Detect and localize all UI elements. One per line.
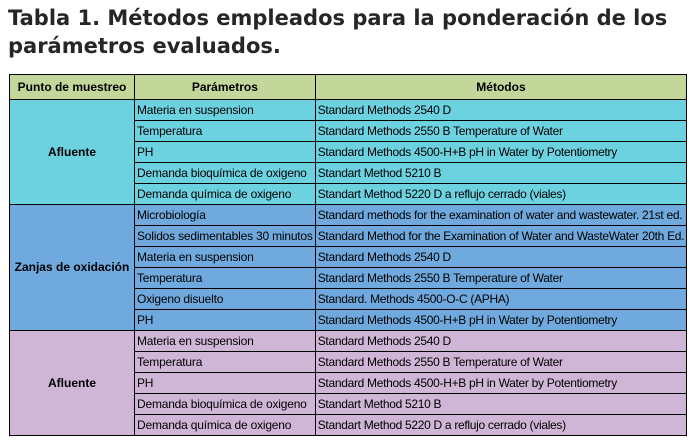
table-row: Temperatura Standard Methods 2550 B Tempe… — [10, 267, 688, 289]
method-cell: Standart Method 5210 B — [314, 162, 688, 184]
table-row: Zanjas de oxidación Microbiología Standard… — [9, 204, 688, 331]
parameter-cell: Oxigeno disuelto — [134, 288, 316, 310]
method-cell: Standart Method 5210 B — [314, 393, 688, 415]
method-cell: Standard methods for the examination of … — [314, 204, 688, 226]
method-cell: Standard Methods 4500-H+B pH in Water by… — [314, 309, 688, 331]
method-cell: Standard Methods 2540 D — [314, 246, 688, 268]
parameter-cell: Materia en suspension — [134, 99, 316, 121]
methods-table: Punto de muestreo Parámetros Métodos Afl… — [9, 74, 688, 436]
header-sampling-point: Punto de muestreo — [9, 74, 135, 100]
parameter-cell: PH — [134, 309, 316, 331]
table-row: Demanda bioquímica de oxigeno Standart Me… — [10, 393, 688, 415]
table-row: Afluente Materia en suspension Standard Me… — [9, 330, 688, 436]
parameter-cell: Demanda bioquímica de oxigeno — [134, 162, 316, 184]
method-cell: Standard Methods 2550 B Temperature of W… — [314, 267, 688, 289]
table-row: Demanda bioquímica de oxigeno Standart Me… — [10, 162, 688, 184]
header-row: Punto de muestreo Parámetros Métodos — [9, 74, 688, 100]
method-cell: Standard. Methods 4500-O-C (APHA) — [314, 288, 688, 310]
parameter-cell: Demanda bioquímica de oxigeno — [134, 393, 316, 415]
method-cell: Standard Method for the Examination of W… — [314, 225, 688, 247]
parameter-cell: Temperatura — [134, 120, 316, 142]
method-cell: Standart Method 5220 D a reflujo cerrado… — [314, 414, 688, 436]
method-cell: Standard Methods 4500-H+B pH in Water by… — [314, 141, 688, 163]
method-cell: Standard Methods 2550 B Temperature of W… — [314, 351, 688, 373]
table-row: Afluente Materia en suspension Standard Me… — [9, 99, 688, 205]
parameter-cell: PH — [134, 372, 316, 394]
method-cell: Standard Methods 2540 D — [314, 330, 688, 352]
sampling-point-cell: Afluente — [9, 99, 135, 205]
method-cell: Standart Method 5220 D a reflujo cerrado… — [314, 183, 688, 205]
table-row: PH Standard Methods 4500-H+B pH in Water … — [10, 309, 688, 331]
sampling-point-cell: Zanjas de oxidación — [9, 204, 135, 331]
parameter-cell: Microbiología — [134, 204, 316, 226]
method-cell: Standard Methods 2540 D — [314, 99, 688, 121]
parameter-cell: Temperatura — [134, 267, 316, 289]
table-row: Temperatura Standard Methods 2550 B Tempe… — [10, 120, 688, 142]
parameter-cell: PH — [134, 141, 316, 163]
table-body: Afluente Materia en suspension Standard Me… — [9, 99, 688, 436]
sampling-point-cell: Afluente — [9, 330, 135, 436]
table-row: Demanda química de oxigeno Standart Metho… — [10, 414, 688, 436]
table-row: Solidos sedimentables 30 minutos Standard… — [10, 225, 688, 247]
table-title: Tabla 1. Métodos empleados para la ponde… — [8, 6, 668, 58]
parameter-cell: Demanda química de oxigeno — [134, 183, 316, 205]
method-cell: Standard Methods 4500-H+B pH in Water by… — [314, 372, 688, 394]
method-cell: Standard Methods 2550 B Temperature of W… — [314, 120, 688, 142]
header-methods: Métodos — [314, 74, 688, 100]
parameter-cell: Demanda química de oxigeno — [134, 414, 316, 436]
parameter-cell: Materia en suspension — [134, 330, 316, 352]
parameter-cell: Temperatura — [134, 351, 316, 373]
header-parameters: Parámetros — [134, 74, 316, 100]
parameter-cell: Solidos sedimentables 30 minutos — [134, 225, 316, 247]
table-row: Oxigeno disuelto Standard. Methods 4500-O… — [10, 288, 688, 310]
table-row: PH Standard Methods 4500-H+B pH in Water … — [10, 141, 688, 163]
table-row: Temperatura Standard Methods 2550 B Tempe… — [10, 351, 688, 373]
table-row: Materia en suspension Standard Methods 25… — [10, 246, 688, 268]
parameter-cell: Materia en suspension — [134, 246, 316, 268]
